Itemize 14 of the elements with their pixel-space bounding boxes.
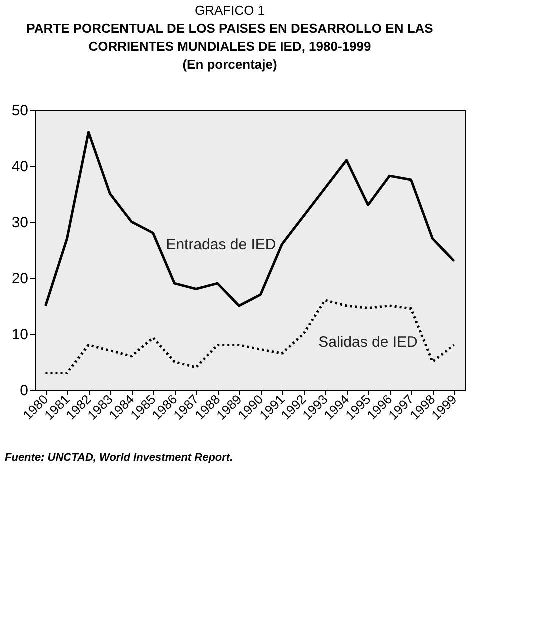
y-tick-label: 30 [12,214,28,232]
y-tick-label: 20 [12,270,28,288]
y-tick-label: 10 [12,326,28,344]
chart-title: PARTE PORCENTUAL DE LOS PAISES EN DESARROLLO EN LAS CORRIENTES MUNDIALES DE IED, 1980-1999 [26,21,434,54]
y-tick-label: 50 [12,102,28,120]
chart-subtitle: (En porcentaje) [182,57,278,72]
series-label: Salidas de IED [318,334,418,352]
y-tick-label: 0 [20,382,28,400]
line-series [44,131,456,308]
source-note: Fuente: UNCTAD, World Investment Report. [5,452,234,464]
series-label: Entradas de IED [166,236,276,254]
line-series [44,299,456,374]
text: GRAFICO 1 [194,3,266,18]
y-tick-label: 40 [12,158,28,176]
